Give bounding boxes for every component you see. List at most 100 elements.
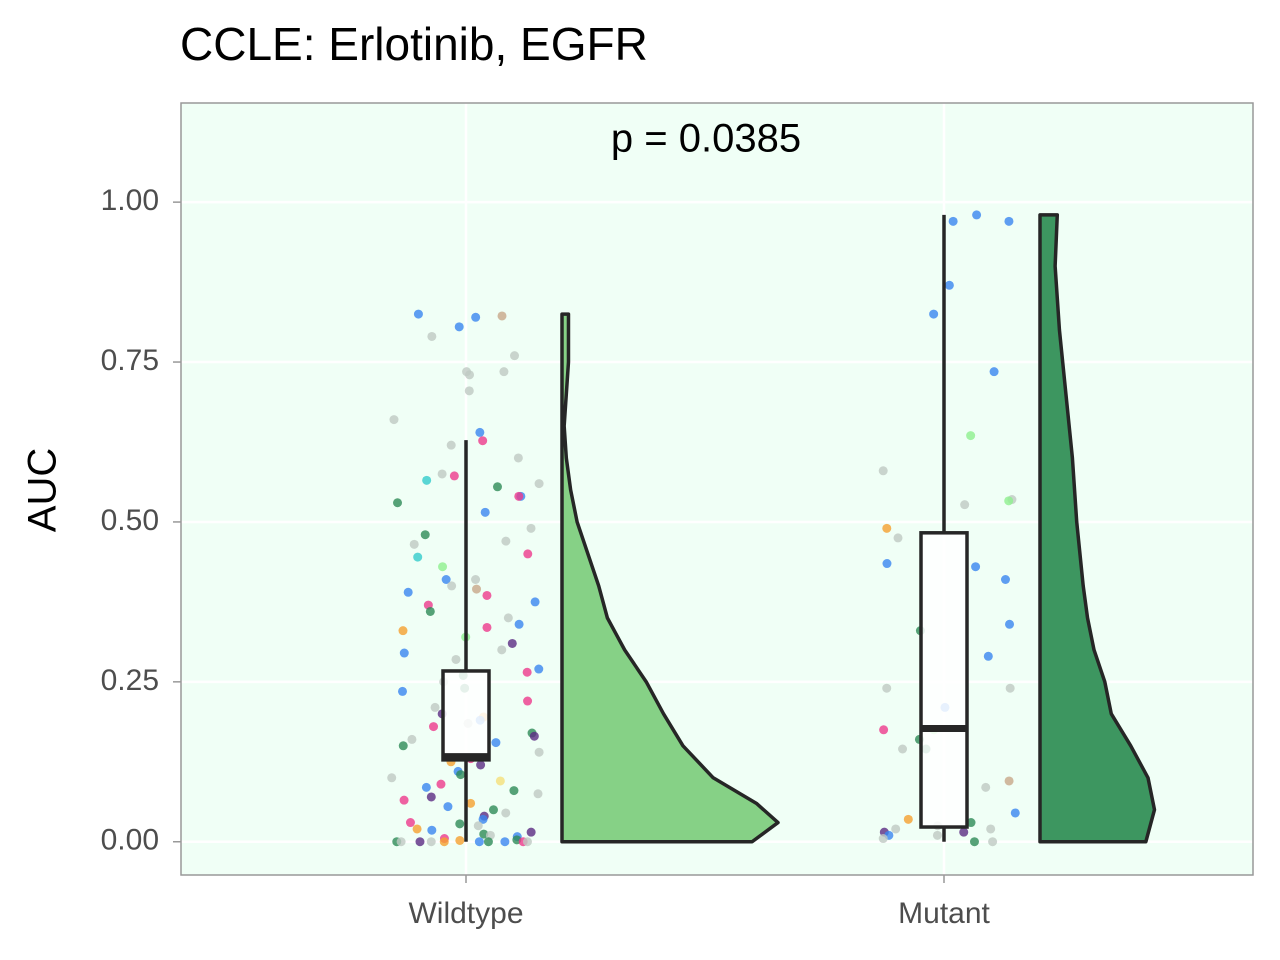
data-point — [465, 370, 475, 380]
data-point — [533, 789, 543, 799]
data-point — [446, 440, 456, 450]
box — [919, 531, 969, 829]
data-point — [403, 587, 413, 597]
data-point — [488, 805, 498, 815]
data-point — [413, 309, 423, 319]
data-point — [510, 351, 520, 361]
data-point — [972, 210, 982, 220]
data-point — [971, 562, 981, 572]
data-point — [534, 747, 544, 757]
data-point — [948, 216, 958, 226]
data-point — [399, 648, 409, 658]
data-point — [455, 819, 465, 829]
data-point — [523, 696, 533, 706]
data-point — [425, 606, 435, 616]
data-point — [454, 322, 464, 332]
data-point — [501, 536, 511, 546]
data-point — [501, 808, 511, 818]
data-point — [483, 837, 493, 847]
data-point — [944, 280, 954, 290]
data-point — [420, 530, 430, 540]
data-point — [514, 619, 524, 629]
data-point — [471, 575, 481, 585]
panel-border — [180, 102, 1254, 876]
data-point — [441, 575, 451, 585]
y-tick-label: 0.00 — [101, 824, 159, 857]
data-point — [522, 837, 532, 847]
data-point — [534, 664, 544, 674]
data-point — [497, 311, 507, 321]
data-point — [878, 466, 888, 476]
data-point — [436, 779, 446, 789]
data-point — [891, 824, 901, 834]
x-tick-label: Wildtype — [408, 897, 523, 930]
data-point — [491, 738, 501, 748]
data-point — [981, 782, 991, 792]
data-point — [986, 824, 996, 834]
data-point — [472, 584, 482, 594]
data-point — [988, 837, 998, 847]
data-point — [1005, 619, 1015, 629]
data-point — [526, 523, 536, 533]
data-point — [898, 744, 908, 754]
data-point — [932, 830, 942, 840]
chart-title: CCLE: Erlotinib, EGFR — [180, 18, 648, 70]
data-point — [476, 760, 486, 770]
data-point — [530, 597, 540, 607]
data-point — [514, 491, 524, 501]
data-point — [455, 835, 465, 845]
data-point — [522, 667, 532, 677]
data-point — [534, 479, 544, 489]
data-point — [497, 645, 507, 655]
data-point — [969, 837, 979, 847]
y-tick-label: 0.75 — [101, 344, 159, 377]
data-point — [882, 683, 892, 693]
data-point — [509, 786, 519, 796]
data-point — [929, 309, 939, 319]
data-point — [499, 367, 509, 377]
data-point — [464, 386, 474, 396]
data-point — [1000, 575, 1010, 585]
x-tick-label: Mutant — [898, 897, 990, 930]
data-point — [429, 722, 439, 732]
y-tick-label: 0.50 — [101, 504, 159, 537]
data-point — [1004, 776, 1014, 786]
data-point — [882, 523, 892, 533]
data-point — [1004, 496, 1014, 506]
data-point — [1010, 808, 1020, 818]
data-point — [495, 776, 505, 786]
data-point — [437, 469, 447, 479]
data-point — [1004, 216, 1014, 226]
data-point — [409, 539, 419, 549]
data-point — [397, 686, 407, 696]
data-point — [903, 814, 913, 824]
data-point — [427, 825, 437, 835]
density — [1038, 213, 1157, 844]
data-point — [466, 798, 476, 808]
data-point — [412, 824, 422, 834]
data-point — [387, 773, 397, 783]
data-point — [439, 837, 449, 847]
data-point — [413, 552, 423, 562]
data-point — [480, 507, 490, 517]
data-point — [393, 498, 403, 508]
data-point — [443, 802, 453, 812]
data-point — [513, 453, 523, 463]
data-point — [959, 827, 969, 837]
data-point — [507, 638, 517, 648]
data-point — [478, 814, 488, 824]
data-point — [482, 622, 492, 632]
data-point — [422, 475, 432, 485]
data-point — [500, 837, 510, 847]
data-point — [475, 427, 485, 437]
data-point — [966, 431, 976, 441]
data-point — [426, 837, 436, 847]
data-point — [474, 837, 484, 847]
data-point — [1005, 683, 1015, 693]
data-point — [398, 626, 408, 636]
annotation: p = 0.0385 — [611, 117, 801, 161]
data-point — [960, 500, 970, 510]
data-point — [989, 367, 999, 377]
